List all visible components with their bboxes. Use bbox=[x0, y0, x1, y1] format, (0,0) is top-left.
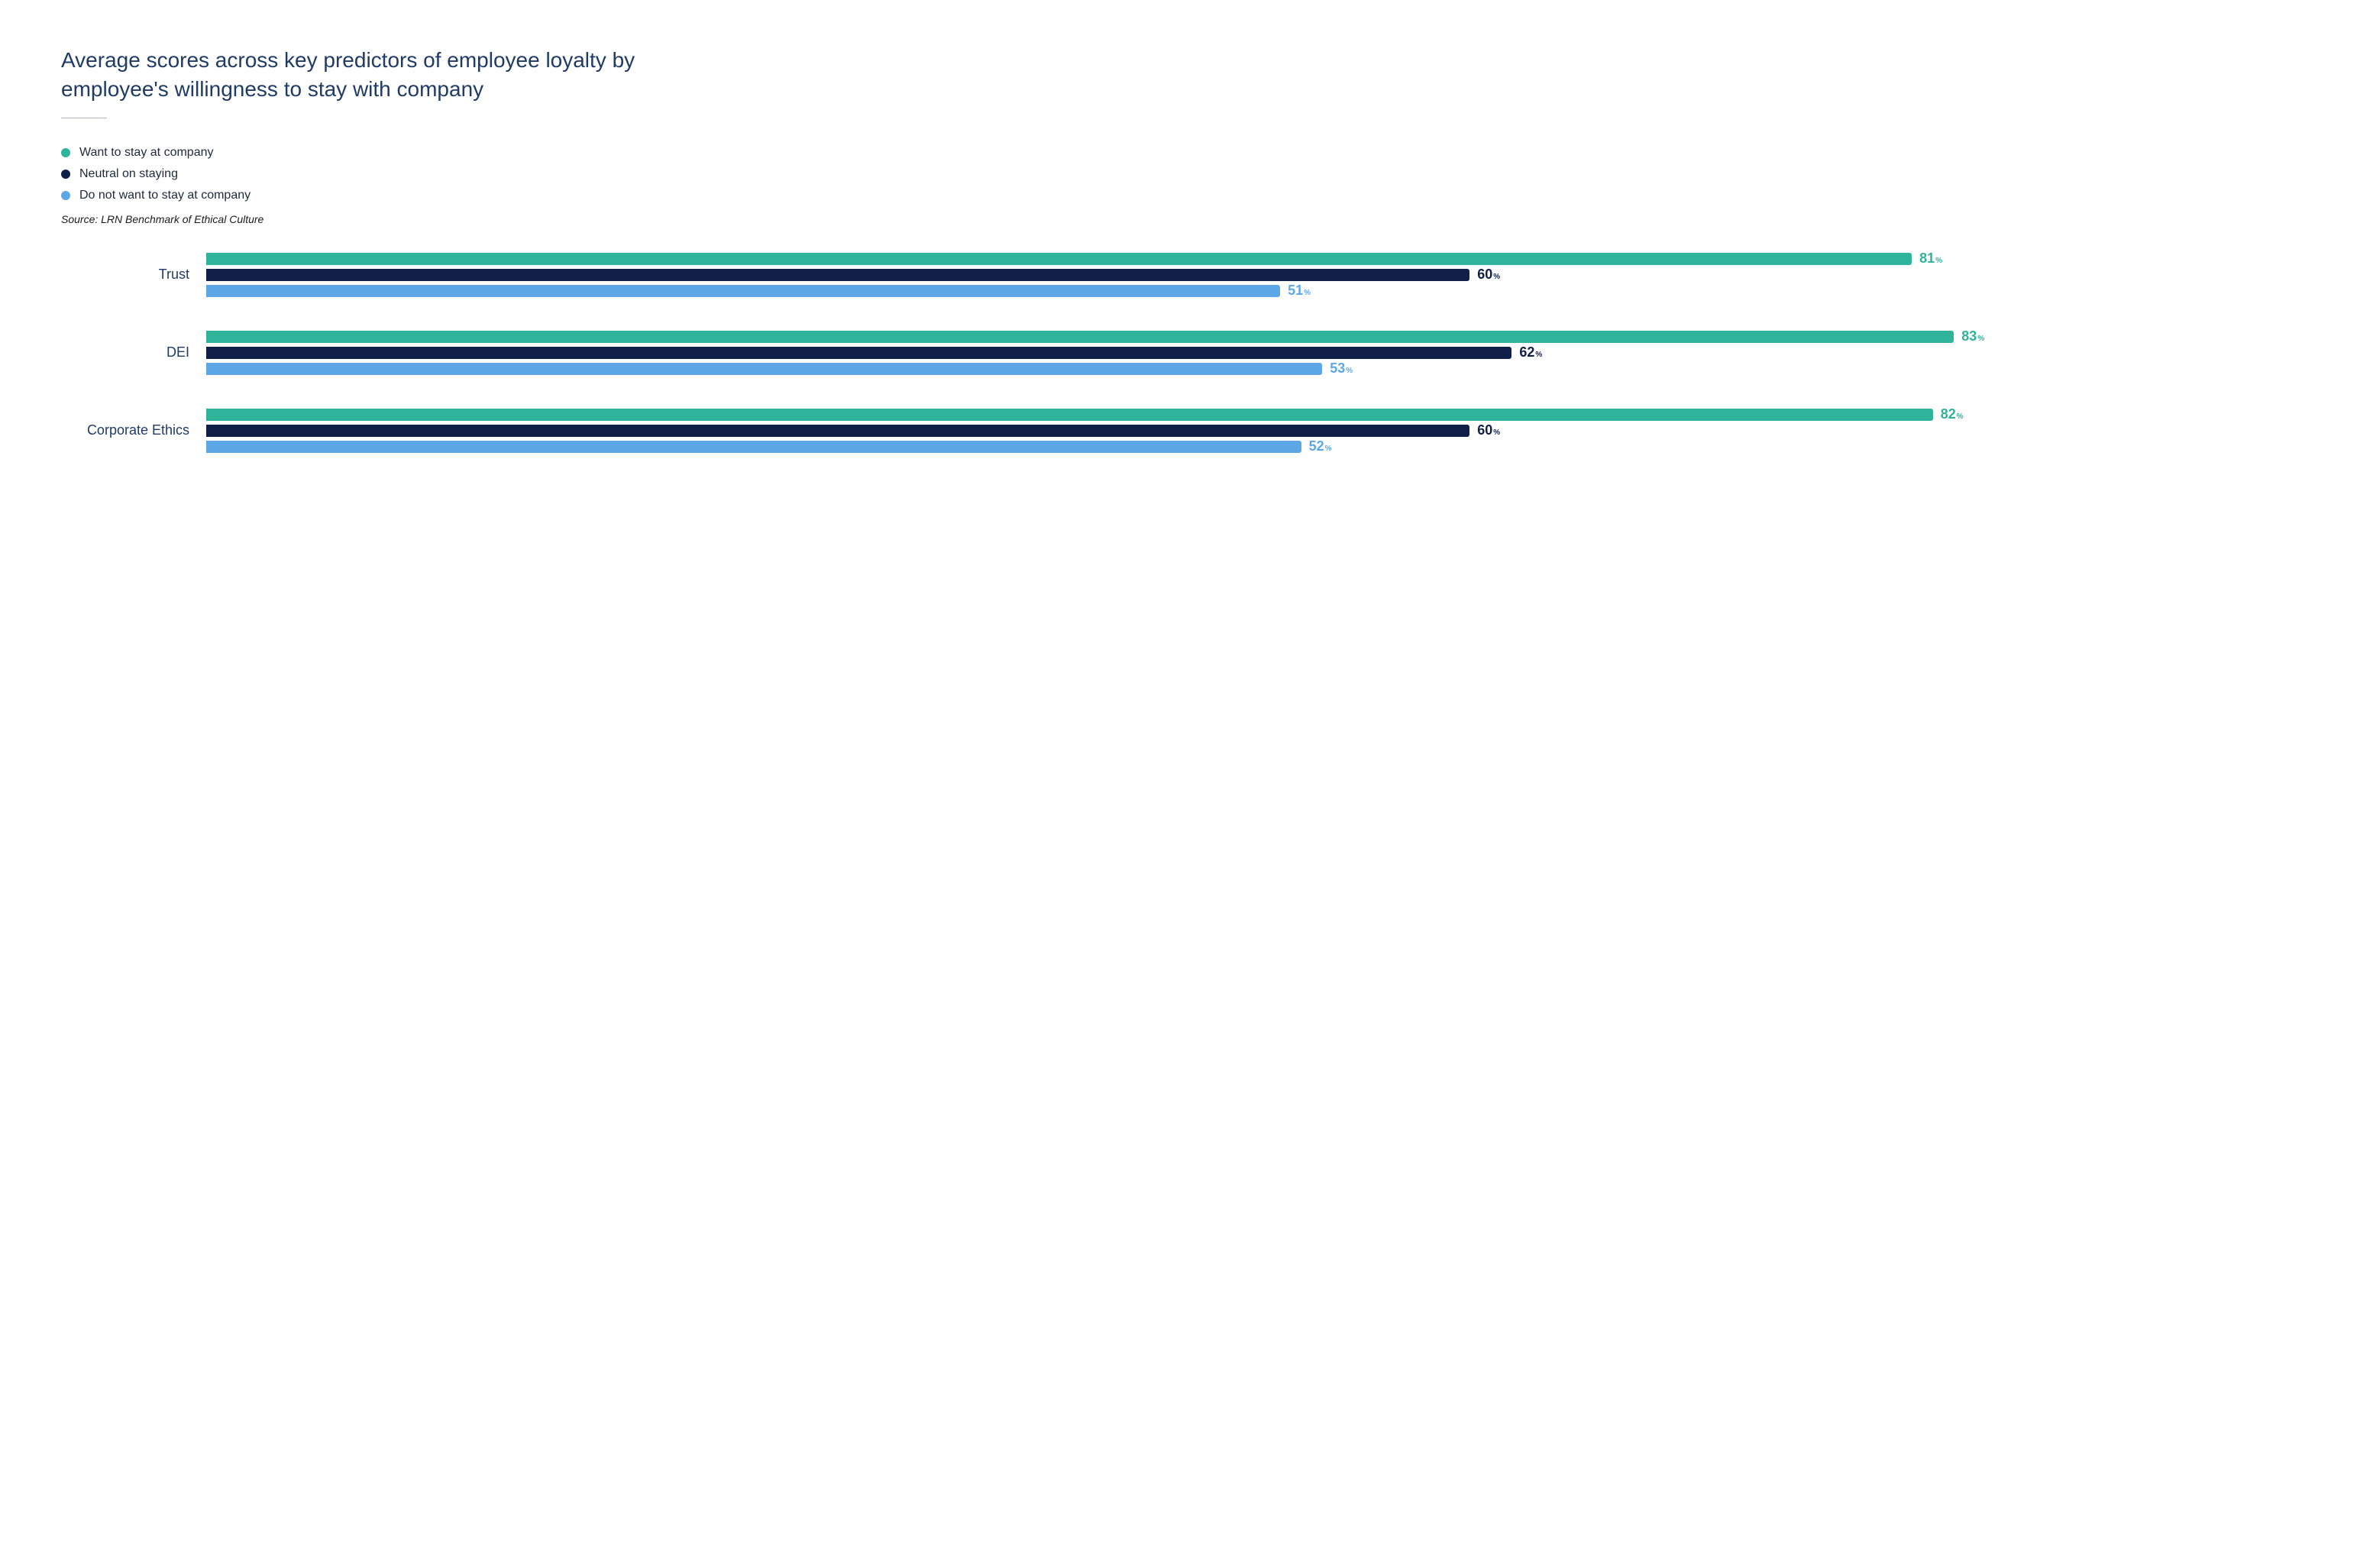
bar-value-label: 81% bbox=[1919, 251, 1942, 267]
legend-label: Neutral on staying bbox=[79, 167, 178, 181]
bar bbox=[206, 269, 1469, 281]
bar-row: 83% bbox=[206, 331, 2312, 343]
legend-dot-icon bbox=[61, 148, 70, 157]
bar bbox=[206, 331, 1954, 343]
bar-group: DEI 83% 62% 53% bbox=[76, 331, 2312, 375]
bar-value-label: 62% bbox=[1519, 344, 1542, 360]
bar-value-label: 60% bbox=[1477, 422, 1500, 438]
bar-value-label: 60% bbox=[1477, 267, 1500, 283]
bar-group: Corporate Ethics 82% 60% 52% bbox=[76, 409, 2312, 453]
legend-dot-icon bbox=[61, 191, 70, 200]
bar bbox=[206, 409, 1933, 421]
bar-stack: 82% 60% 52% bbox=[206, 409, 2312, 453]
bar-group: Trust 81% 60% 51% bbox=[76, 253, 2312, 297]
bar-value-label: 51% bbox=[1288, 283, 1311, 299]
legend-label: Want to stay at company bbox=[79, 146, 213, 160]
bar-row: 60% bbox=[206, 269, 2312, 281]
bar-row: 53% bbox=[206, 363, 2312, 375]
source-text: Source: LRN Benchmark of Ethical Culture bbox=[61, 213, 2312, 225]
bar-row: 82% bbox=[206, 409, 2312, 421]
category-label: DEI bbox=[76, 344, 206, 360]
category-label: Corporate Ethics bbox=[76, 422, 206, 438]
legend-dot-icon bbox=[61, 170, 70, 179]
bar bbox=[206, 441, 1301, 453]
bar bbox=[206, 285, 1280, 297]
bar bbox=[206, 253, 1912, 265]
bar bbox=[206, 347, 1511, 359]
bar-stack: 81% 60% 51% bbox=[206, 253, 2312, 297]
bar-row: 52% bbox=[206, 441, 2312, 453]
legend-label: Do not want to stay at company bbox=[79, 189, 251, 202]
legend-item: Want to stay at company bbox=[61, 146, 2312, 160]
bar-value-label: 83% bbox=[1961, 328, 1984, 344]
chart-title: Average scores across key predictors of … bbox=[61, 46, 657, 104]
bar-value-label: 82% bbox=[1941, 406, 1964, 422]
bar bbox=[206, 363, 1322, 375]
legend-item: Neutral on staying bbox=[61, 167, 2312, 181]
legend: Want to stay at company Neutral on stayin… bbox=[61, 146, 2312, 202]
bar-value-label: 53% bbox=[1330, 360, 1353, 377]
bar-row: 60% bbox=[206, 425, 2312, 437]
bar-row: 81% bbox=[206, 253, 2312, 265]
bar-row: 51% bbox=[206, 285, 2312, 297]
bar-value-label: 52% bbox=[1309, 438, 1332, 454]
bar-chart: Trust 81% 60% 51% DEI 83% 62% 53% Corporate Ethi… bbox=[61, 253, 2312, 453]
bar-stack: 83% 62% 53% bbox=[206, 331, 2312, 375]
legend-item: Do not want to stay at company bbox=[61, 189, 2312, 202]
category-label: Trust bbox=[76, 267, 206, 283]
bar-row: 62% bbox=[206, 347, 2312, 359]
bar bbox=[206, 425, 1469, 437]
